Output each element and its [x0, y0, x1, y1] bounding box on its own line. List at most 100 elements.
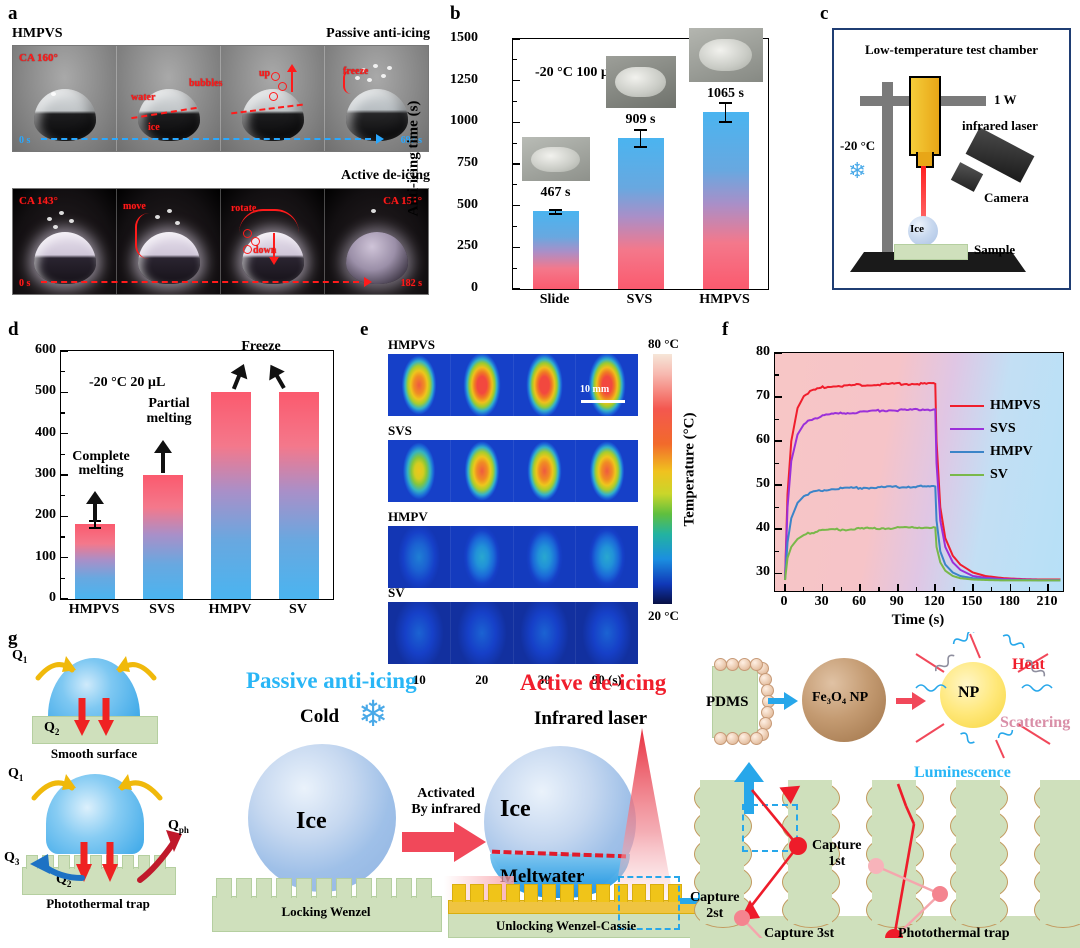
panel-f-letter: f: [722, 319, 729, 340]
panel-a-top-filmstrip: water ice bubbles up freeze CA 160° 0 s …: [12, 45, 429, 152]
tick-mark: [1009, 584, 1012, 591]
substrate-tooth: [488, 884, 502, 902]
time-end-bottom: 182 s: [400, 278, 422, 289]
tick-mark: [513, 288, 520, 290]
panel-b-y-axis-label: Anti-icing time (s): [405, 100, 422, 217]
panel-d-y-tick: 300: [35, 466, 56, 481]
panel-f: f Temperature (°C) HMPVS SVS HMPV SV Time (…: [682, 316, 1080, 628]
q1-label-trap: Q1: [8, 766, 23, 783]
film-frame: [13, 189, 116, 294]
tick-mark: [775, 353, 782, 354]
error-bar: [554, 209, 557, 214]
note-line1: Complete: [72, 448, 130, 464]
series-line-sv: [784, 525, 1061, 582]
photothermal-trap-caption: Photothermal trap: [46, 896, 150, 911]
legend-swatch: [950, 404, 984, 408]
annotation-freeze: freeze: [343, 66, 369, 77]
panel-d-note-freeze: Freeze: [241, 339, 280, 355]
tick-mark: [821, 584, 824, 591]
arrow-blue-right-icon: [768, 692, 798, 710]
capture-1st-label: Capture 1st: [812, 838, 862, 869]
thermal-frame: [575, 526, 638, 588]
legend-label: SVS: [990, 421, 1016, 436]
water-droplet: [33, 89, 96, 141]
ray-trace-diagram: [734, 783, 948, 938]
error-bar: [724, 102, 727, 121]
substrate-tooth: [452, 884, 466, 902]
minor-tick: [775, 374, 779, 376]
zoom-region-box: [618, 876, 680, 930]
ice-photo-inset: [605, 55, 676, 108]
panel-d-x-category: HMPV: [208, 602, 252, 617]
panel-e-row-label: HMPVS: [388, 337, 435, 352]
substrate-tooth: [236, 878, 252, 898]
panel-b-y-tick: 1500: [450, 30, 478, 45]
panel-e-time-label: 10: [412, 672, 426, 687]
time-end-top: 697 s: [400, 135, 422, 146]
tick-mark: [775, 440, 782, 442]
qph-sub: ph: [178, 824, 189, 835]
panel-f-plot-area: [774, 352, 1064, 592]
panel-b-x-category: Slide: [539, 292, 570, 307]
film-frame: [13, 46, 116, 151]
error-cap: [89, 527, 101, 530]
minor-tick: [775, 462, 779, 464]
minor-tick: [513, 267, 517, 269]
error-cap: [549, 213, 562, 215]
water-droplet: [137, 89, 200, 141]
capture1-line2: 1st: [828, 853, 846, 869]
fe3o4-label: Fe₃O₄ NP: [812, 690, 869, 705]
zoom-region-box-2: [742, 804, 798, 852]
bar-value-label: 909 s: [625, 111, 656, 127]
tick-mark: [61, 598, 68, 600]
bumpy-pillar: [950, 780, 1008, 928]
substrate-tooth: [356, 878, 372, 898]
contact-angle-start: CA 143°: [19, 195, 58, 207]
photothermal-trap-label-right: Photothermal trap: [898, 926, 1010, 941]
q3-text: Q: [4, 850, 15, 865]
minor-tick: [840, 587, 842, 591]
contact-angle-end: CA 151°: [383, 195, 422, 207]
tick-mark: [61, 350, 68, 352]
np-label: NP: [958, 684, 980, 701]
thermal-frame: [512, 526, 576, 588]
tick-mark: [775, 528, 782, 531]
substrate-tooth: [416, 878, 432, 898]
error-cap: [634, 146, 647, 148]
panel-f-x-tick: 120: [923, 594, 945, 609]
annotation-arrow: [230, 364, 248, 391]
substrate-tooth: [632, 884, 646, 902]
panel-f-y-tick: 70: [756, 388, 770, 404]
panel-b-letter: b: [450, 3, 461, 24]
panel-a-letter: a: [8, 3, 18, 24]
minor-tick: [775, 418, 779, 420]
ice-label-passive: Ice: [296, 808, 327, 834]
substrate-tooth: [542, 884, 556, 902]
thermal-frame: [449, 440, 513, 502]
passive-title: Passive anti-icing: [246, 668, 417, 693]
sample-label: Sample: [974, 242, 1016, 257]
panel-d-y-tick: 100: [35, 548, 56, 564]
tick-mark: [61, 391, 68, 394]
annotation-ice: ice: [148, 122, 160, 133]
panel-a-bottom-filmstrip: CA 143° CA 151° move rotate down 0 s 182…: [12, 188, 429, 295]
panel-f-x-tick: 30: [814, 594, 829, 609]
panel-f-y-tick: 40: [756, 520, 770, 536]
heat-label: Heat: [1012, 656, 1045, 673]
tick-mark: [513, 79, 520, 82]
substrate-tooth: [596, 884, 610, 902]
q1-text: Q: [8, 766, 19, 781]
panel-f-y-tick: 80: [756, 344, 770, 359]
panel-e-row-label: HMPV: [388, 509, 428, 524]
panel-f-x-tick: 60: [852, 594, 867, 609]
film-frame: [324, 189, 428, 294]
np-emission-rays: [915, 632, 1053, 759]
q2-arrows-trap: [76, 842, 118, 882]
snowflake-icon: ❄: [848, 158, 867, 183]
q2-sub: 2: [54, 726, 60, 737]
ice-ball: [908, 216, 938, 246]
substrate-tooth: [216, 878, 232, 898]
thermal-frame: [388, 354, 450, 416]
transition-line2: By infrared: [411, 801, 481, 817]
tick-mark: [896, 584, 899, 591]
